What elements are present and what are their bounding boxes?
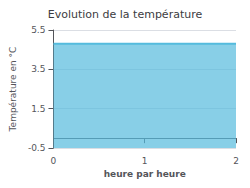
svg-text:3.5: 3.5 <box>31 64 45 74</box>
svg-text:-0.5: -0.5 <box>28 143 46 153</box>
svg-text:Evolution de la température: Evolution de la température <box>48 8 203 21</box>
svg-text:0: 0 <box>51 156 57 166</box>
svg-text:5.5: 5.5 <box>31 25 45 35</box>
svg-text:2: 2 <box>233 156 239 166</box>
svg-text:Température en °C: Température en °C <box>8 47 18 133</box>
svg-text:1.5: 1.5 <box>31 104 45 114</box>
svg-text:1: 1 <box>142 156 148 166</box>
svg-text:heure par heure: heure par heure <box>104 169 186 179</box>
